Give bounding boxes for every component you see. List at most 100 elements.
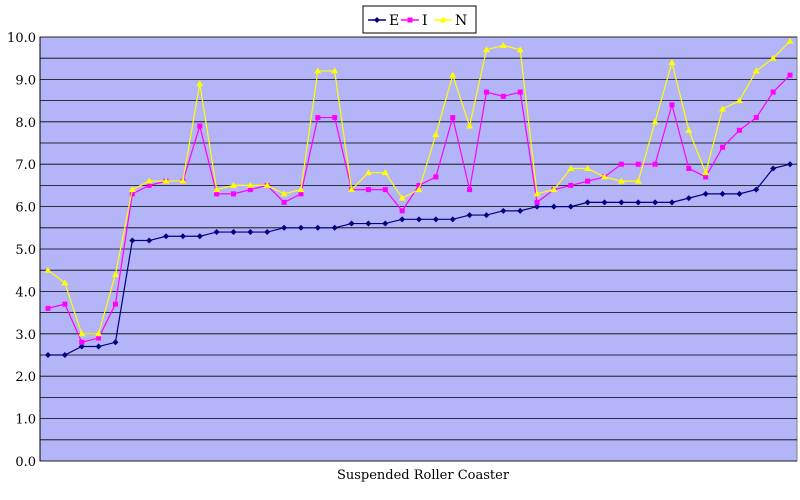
y-tick-label: 6.0	[15, 201, 36, 216]
series-e-point	[753, 186, 760, 193]
series-e-point	[264, 229, 271, 236]
series-n-point	[230, 181, 237, 188]
series-n-point	[162, 177, 170, 184]
legend-swatch-marker	[439, 16, 447, 23]
series-n-point	[634, 177, 642, 184]
series-n-point	[735, 97, 743, 104]
series-n-point	[702, 169, 710, 176]
series-e-point	[112, 339, 119, 346]
series-i-point	[517, 89, 523, 95]
series-i-point	[281, 199, 287, 205]
series-n-point	[617, 177, 625, 184]
series-i-point	[635, 161, 641, 167]
legend-entry-n: N	[434, 13, 467, 29]
series-i-point	[787, 72, 793, 78]
series-e-point	[281, 224, 288, 231]
series-i-point	[214, 191, 220, 197]
series-n-point	[246, 181, 254, 188]
legend-swatch-marker	[374, 17, 380, 23]
series-e-point	[129, 237, 136, 244]
y-tick-label: 1.0	[15, 413, 36, 428]
series-e-point	[45, 352, 51, 358]
y-tick-label: 7.0	[15, 158, 36, 173]
series-n-point	[752, 67, 760, 74]
series-i-point	[45, 305, 51, 311]
series-i-point	[416, 182, 422, 188]
series-n-point	[179, 177, 187, 184]
series-n-point	[78, 330, 86, 337]
series-n-point	[348, 186, 356, 193]
series-n-point	[550, 186, 558, 193]
series-i-point	[736, 127, 742, 133]
y-tick-label: 4.0	[15, 285, 36, 300]
y-tick-label: 3.0	[15, 328, 36, 343]
series-e-point	[179, 233, 186, 240]
y-tick-label: 5.0	[15, 243, 36, 258]
series-n-point	[111, 270, 119, 277]
series-n-point	[651, 118, 659, 125]
series-e-point	[787, 161, 793, 168]
series-e-point	[534, 203, 541, 210]
series-i-point	[62, 301, 68, 307]
series-e-point	[432, 216, 439, 223]
y-tick-label: 10.0	[7, 31, 36, 46]
series-e-point	[668, 199, 675, 206]
y-tick-label: 9.0	[15, 73, 36, 88]
series-n-point	[128, 186, 136, 193]
series-n-point	[314, 67, 322, 74]
series-n-point	[44, 266, 52, 273]
series-n-point	[280, 190, 288, 197]
series-n-point	[95, 330, 103, 337]
series-e-point	[550, 203, 557, 210]
series-i-point	[247, 187, 253, 193]
series-e	[45, 161, 793, 358]
series-i-point	[365, 187, 371, 193]
series-n-point	[533, 190, 541, 197]
series-e-point	[382, 220, 389, 227]
legend-label: I	[422, 13, 428, 29]
x-axis-label: Suspended Roller Coaster	[337, 468, 510, 483]
series-n-point	[719, 105, 727, 112]
series-n-point	[415, 186, 423, 193]
series-i-point	[433, 174, 439, 180]
series-n-point	[61, 279, 69, 286]
series-i-point	[669, 102, 675, 108]
series-e-point	[517, 207, 524, 214]
series-e-point	[230, 229, 237, 236]
series-i-point	[382, 187, 388, 193]
series-n-point	[196, 80, 204, 87]
series-n-point	[584, 164, 592, 171]
series-i-point	[652, 161, 658, 167]
series-i-point	[96, 335, 102, 341]
series-e-point	[635, 199, 642, 206]
series-e-point	[449, 216, 456, 223]
series-i-point	[703, 174, 709, 180]
legend-entry-i: I	[401, 13, 428, 29]
series-e-point	[314, 224, 321, 231]
series-e-point	[736, 190, 743, 197]
series-i-point	[298, 191, 304, 197]
series-e-point	[567, 203, 574, 210]
series-e-point	[331, 224, 338, 231]
series-n-point	[381, 169, 389, 176]
series-e-point	[399, 216, 406, 223]
series-i-point	[483, 89, 489, 95]
series-i-point	[686, 165, 692, 171]
series-n-point	[263, 181, 271, 188]
legend-entry-e: E	[368, 13, 399, 29]
series-i-point	[467, 187, 473, 193]
y-tick-label: 0.0	[15, 455, 36, 470]
series-n-point	[213, 186, 221, 193]
series-n-point	[331, 67, 339, 74]
series-e-point	[213, 229, 220, 236]
series-n-point	[466, 122, 474, 129]
series-i-point	[568, 182, 574, 188]
series-e-point	[61, 352, 68, 358]
series-n-point	[297, 186, 305, 193]
series-i-point	[770, 89, 776, 95]
series-n	[44, 37, 794, 337]
series-e-point	[483, 212, 490, 219]
series-i-point	[534, 199, 540, 205]
